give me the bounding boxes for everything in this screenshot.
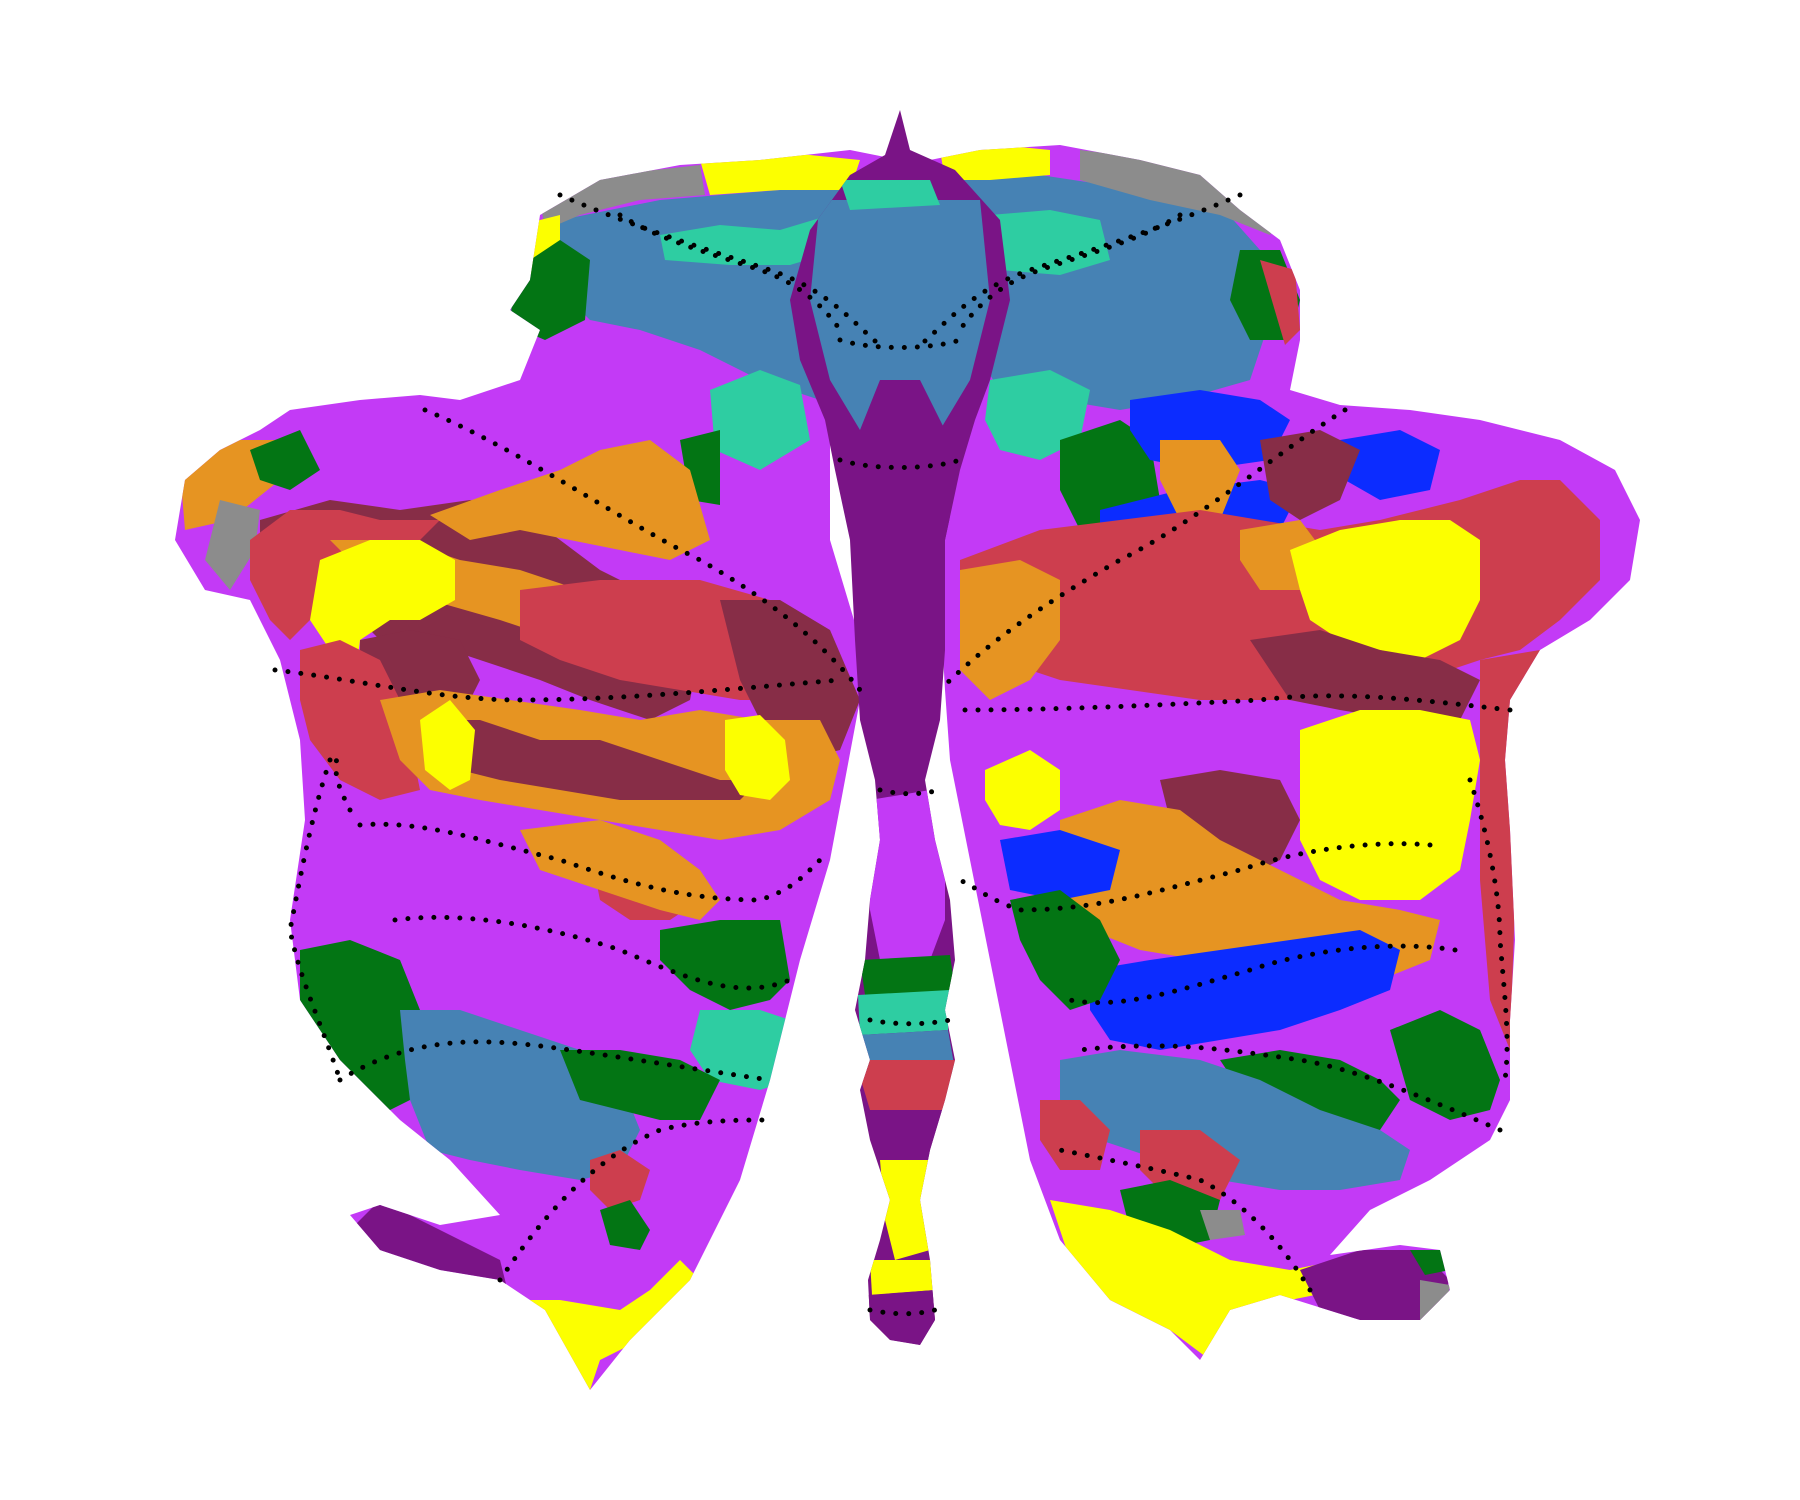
vermis-yellow-1	[880, 1160, 935, 1260]
region-teal-right-top	[990, 210, 1110, 275]
region-green-right-3	[1390, 1010, 1500, 1120]
region-yellow-right-2	[1300, 710, 1480, 900]
region-yellow-right-1	[1290, 520, 1480, 660]
region-yellow-right-top	[940, 145, 1050, 180]
boundary-vermis-lower-1	[867, 1017, 953, 1027]
boundary-left-horizontal-fissure	[272, 667, 843, 703]
region-red-right-edge-top	[1260, 260, 1300, 345]
vermis-purple-stem	[855, 380, 950, 710]
region-teal-left-mid	[710, 370, 810, 470]
region-gray-noise-left-top	[540, 165, 705, 230]
region-gray-noise-right-lower	[1200, 1210, 1245, 1240]
region-teal-right-mid	[985, 370, 1090, 460]
vermis-red-1	[855, 1060, 960, 1110]
lobule-boundaries	[272, 192, 1513, 1317]
region-green-left-2	[300, 940, 420, 1120]
region-green-left-4	[600, 1200, 650, 1250]
boundary-left-lower-2	[337, 1039, 773, 1083]
region-teal-left-lower	[690, 1010, 790, 1090]
vermis	[790, 110, 1010, 1345]
boundary-right-lower-1	[1067, 943, 1458, 1006]
vermis-outline	[790, 110, 1010, 1345]
region-yellow-left-3	[725, 715, 790, 800]
region-yellow-left-2	[420, 700, 475, 790]
region-yellow-left-top	[700, 150, 860, 195]
region-green-left-1	[660, 920, 790, 1010]
region-maroon-right-top	[1260, 430, 1360, 520]
region-maroon-right-1	[1250, 630, 1480, 720]
boundary-left-upper-diagonal	[422, 407, 863, 693]
vermis-magenta-1	[870, 790, 945, 960]
region-gray-noise-right-lobe	[1420, 1280, 1450, 1320]
region-purple-left-lobe	[340, 1200, 510, 1310]
region-green-right-lobe	[1410, 1250, 1450, 1275]
region-blue-right-4	[1000, 830, 1120, 900]
boundary-left-crus-lower	[357, 821, 823, 903]
region-orange-left-5	[520, 820, 720, 920]
region-green-left-wing	[250, 430, 320, 490]
right-hemisphere	[930, 145, 1640, 1360]
region-blue-right-5	[1090, 930, 1400, 1050]
region-red-right-2	[1040, 1100, 1110, 1170]
region-green-right-2	[1220, 1050, 1400, 1130]
boundary-inner-arc-right	[957, 212, 1183, 333]
boundary-top-arc-right	[917, 192, 1243, 348]
boundary-inner-arc-left	[617, 212, 843, 333]
vermis-teal-top	[840, 180, 940, 210]
vermis-steel-blue-top	[810, 200, 990, 450]
region-gray-noise-left-wing	[205, 500, 260, 590]
boundary-top-arc-left	[557, 192, 883, 348]
region-purple-right-lobe	[1300, 1250, 1450, 1325]
vermis-purple-lower	[870, 1110, 945, 1160]
vermis-purple-tip	[868, 1290, 935, 1345]
boundary-top-center	[837, 337, 963, 350]
region-blue-right-3	[1340, 430, 1440, 500]
region-yellow-left-4	[500, 1260, 700, 1390]
boundary-vermis-upper	[837, 457, 963, 470]
vermis-teal-1	[858, 990, 950, 1035]
region-yellow-right-3	[985, 750, 1060, 830]
left-hemisphere	[175, 150, 905, 1390]
region-maroon-left-4	[420, 720, 760, 800]
region-green-right-1	[1010, 890, 1120, 1010]
region-maroon-left-2	[720, 600, 860, 760]
region-orange-right-1	[1160, 440, 1240, 520]
region-gray-noise-right-top	[1080, 150, 1280, 235]
boundary-right-lower-3	[1057, 1147, 1313, 1293]
vermis-green-1	[860, 955, 955, 995]
boundary-right-crus-lower	[957, 841, 1433, 913]
vermis-yellow-2	[870, 1260, 935, 1295]
region-yellow-right-4	[1050, 1200, 1340, 1360]
